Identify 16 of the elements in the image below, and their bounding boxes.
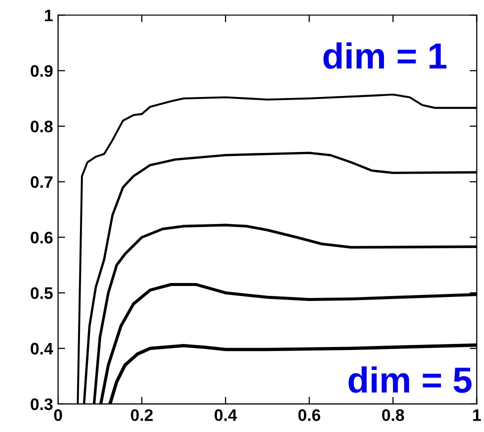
y-tick-label: 0.9 [30,65,53,77]
x-tick-label: 0 [54,409,62,422]
y-tick-label: 1 [45,10,53,22]
y-tick-label: 0.3 [30,398,53,410]
y-tick-label: 0.7 [30,176,52,188]
x-tick-label: 0.4 [214,409,238,422]
y-tick-label: 0.8 [30,120,53,132]
y-tick-label: 0.6 [30,232,53,244]
x-tick-label: 0.8 [382,409,404,422]
y-tick-label: 0.4 [30,342,54,355]
annotation: dim = 1 [323,42,446,69]
annotation: dim = 5 [348,366,472,393]
x-tick-label: 0.2 [130,409,153,422]
x-tick-label: 1 [473,409,481,421]
y-tick-label: 0.5 [30,287,53,300]
x-tick-label: 0.6 [298,409,320,422]
